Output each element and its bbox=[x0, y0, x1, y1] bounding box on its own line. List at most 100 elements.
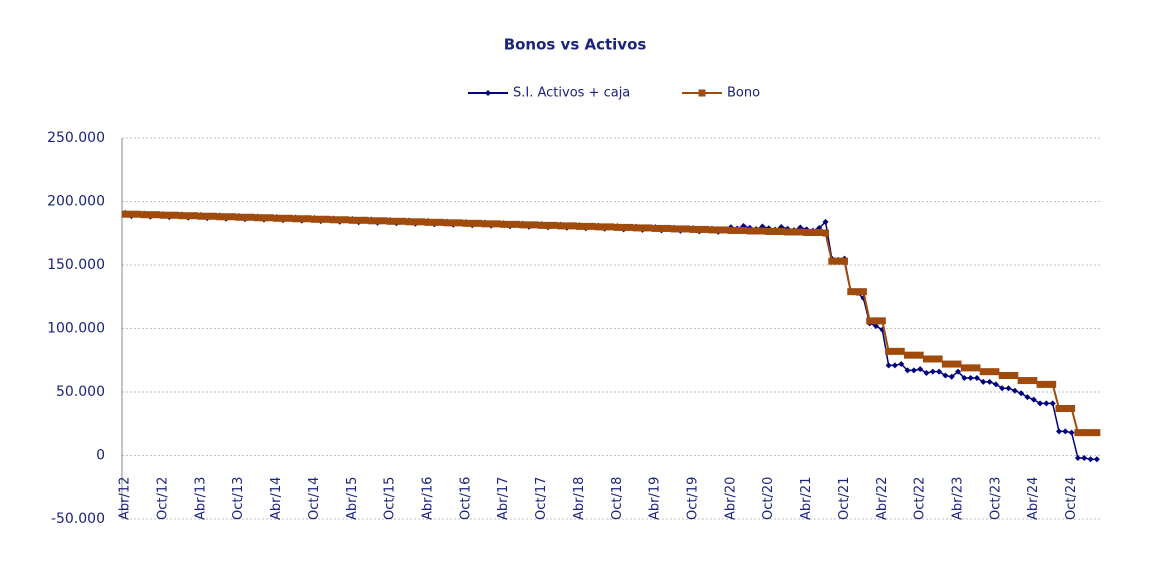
point bbox=[418, 218, 426, 226]
point bbox=[493, 220, 501, 228]
point bbox=[960, 364, 968, 372]
point bbox=[531, 221, 539, 229]
x-tick-label: Abr/15 bbox=[345, 477, 360, 520]
point bbox=[538, 221, 546, 229]
x-tick-label: Oct/17 bbox=[534, 477, 549, 520]
point bbox=[727, 226, 735, 234]
point bbox=[954, 360, 962, 368]
point bbox=[1093, 456, 1100, 463]
point bbox=[481, 220, 489, 228]
x-tick-label: Abr/24 bbox=[1026, 477, 1041, 520]
point bbox=[1068, 405, 1076, 413]
x-tick-label: Oct/12 bbox=[156, 477, 171, 520]
y-tick-label: 200.000 bbox=[47, 194, 105, 210]
point bbox=[1061, 405, 1069, 413]
point bbox=[468, 219, 476, 227]
point bbox=[367, 217, 375, 225]
point bbox=[323, 215, 331, 223]
point bbox=[279, 214, 287, 222]
point bbox=[1055, 428, 1062, 435]
point bbox=[746, 227, 754, 235]
point bbox=[582, 222, 590, 230]
point bbox=[632, 224, 640, 232]
x-tick-label: Abr/23 bbox=[951, 477, 966, 520]
x-tick-label: Abr/22 bbox=[875, 477, 890, 520]
point bbox=[834, 257, 842, 265]
point bbox=[159, 211, 167, 219]
point bbox=[1023, 377, 1031, 385]
point bbox=[752, 227, 760, 235]
point bbox=[575, 222, 583, 230]
x-tick-label: Oct/20 bbox=[761, 477, 776, 520]
point bbox=[992, 368, 1000, 376]
point bbox=[999, 385, 1006, 392]
point bbox=[557, 222, 565, 230]
chart-title: Bonos vs Activos bbox=[504, 36, 647, 54]
point bbox=[184, 212, 192, 220]
x-tick-label: Abr/21 bbox=[799, 477, 814, 520]
point bbox=[866, 317, 874, 325]
point bbox=[197, 212, 205, 220]
point bbox=[859, 288, 867, 296]
point bbox=[721, 226, 729, 234]
point bbox=[796, 228, 804, 236]
y-tick-label: -50.000 bbox=[51, 511, 105, 527]
point bbox=[948, 360, 956, 368]
point bbox=[967, 364, 975, 372]
point bbox=[443, 219, 451, 227]
point bbox=[897, 347, 905, 355]
point bbox=[273, 214, 281, 222]
point bbox=[758, 227, 766, 235]
point bbox=[569, 222, 577, 230]
point bbox=[607, 223, 615, 231]
x-tick-label: Abr/20 bbox=[723, 477, 738, 520]
x-tick-label: Oct/21 bbox=[837, 477, 852, 520]
point bbox=[651, 224, 659, 232]
point bbox=[973, 364, 981, 372]
point bbox=[563, 222, 571, 230]
point bbox=[740, 226, 748, 234]
point bbox=[405, 218, 413, 226]
point bbox=[904, 351, 912, 359]
point bbox=[815, 228, 823, 236]
point bbox=[329, 216, 337, 224]
point bbox=[923, 369, 930, 376]
x-tick-label: Oct/16 bbox=[458, 477, 473, 520]
point bbox=[449, 219, 457, 227]
point bbox=[689, 225, 697, 233]
point bbox=[153, 211, 161, 219]
point bbox=[525, 221, 533, 229]
point bbox=[140, 211, 148, 219]
point bbox=[822, 229, 830, 237]
point bbox=[1049, 380, 1057, 388]
x-tick-label: Oct/24 bbox=[1064, 477, 1079, 520]
x-tick-label: Oct/13 bbox=[231, 477, 246, 520]
point bbox=[260, 214, 268, 222]
point bbox=[1080, 429, 1088, 437]
point bbox=[676, 225, 684, 233]
point bbox=[266, 214, 274, 222]
point bbox=[840, 257, 848, 265]
point bbox=[664, 224, 672, 232]
point bbox=[910, 351, 918, 359]
point bbox=[1030, 377, 1038, 385]
point bbox=[873, 322, 880, 329]
point bbox=[203, 212, 211, 220]
legend-marker bbox=[485, 90, 491, 96]
point bbox=[380, 217, 388, 225]
point bbox=[904, 367, 911, 374]
point bbox=[500, 220, 508, 228]
point bbox=[992, 381, 999, 388]
legend-label: S.I. Activos + caja bbox=[513, 86, 630, 101]
point bbox=[683, 225, 691, 233]
x-tick-label: Oct/19 bbox=[686, 477, 701, 520]
point bbox=[487, 220, 495, 228]
point bbox=[936, 368, 943, 375]
point bbox=[891, 362, 898, 369]
legend-label: Bono bbox=[727, 86, 760, 101]
point bbox=[898, 361, 905, 368]
point bbox=[695, 225, 703, 233]
point bbox=[929, 355, 937, 363]
x-tick-label: Oct/14 bbox=[307, 477, 322, 520]
